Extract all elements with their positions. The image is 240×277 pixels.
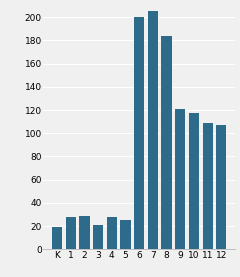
Bar bbox=[52, 227, 62, 249]
Bar bbox=[216, 125, 227, 249]
Bar bbox=[120, 220, 131, 249]
Bar bbox=[66, 217, 76, 249]
Bar bbox=[148, 11, 158, 249]
Bar bbox=[134, 17, 144, 249]
Bar bbox=[162, 36, 172, 249]
Bar bbox=[93, 225, 103, 249]
Bar bbox=[203, 123, 213, 249]
Bar bbox=[107, 217, 117, 249]
Bar bbox=[175, 109, 186, 249]
Bar bbox=[189, 114, 199, 249]
Bar bbox=[79, 216, 90, 249]
